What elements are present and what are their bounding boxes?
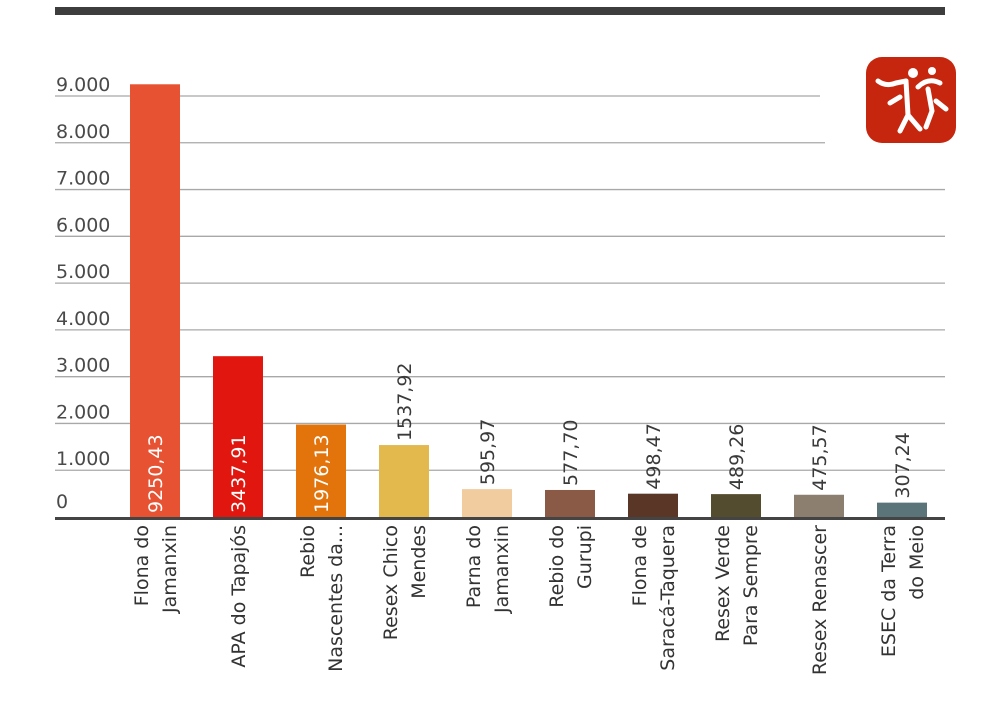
value-label: 3437,91 (228, 434, 250, 513)
y-tick-label: 9.000 (56, 74, 110, 96)
category-label: Rebio (297, 525, 319, 578)
gridlines (55, 95, 945, 471)
value-label: 489,26 (726, 424, 748, 490)
header-rule (55, 7, 945, 15)
category-label: Gurupi (574, 525, 596, 589)
value-label: 577,70 (560, 419, 582, 485)
bar (877, 502, 927, 517)
value-label: 595,97 (477, 419, 499, 485)
value-label: 1537,92 (394, 362, 416, 441)
category-label: Jamanxin (491, 525, 513, 614)
category-label: Jamanxin (159, 525, 181, 614)
y-tick-label: 5.000 (56, 261, 110, 283)
y-tick-label: 1.000 (56, 448, 110, 470)
y-tick-label: 7.000 (56, 168, 110, 190)
value-label: 498,47 (643, 423, 665, 489)
y-tick-label: 3.000 (56, 355, 110, 377)
category-label: Flona de (629, 525, 651, 606)
y-tick-label: 4.000 (56, 308, 110, 330)
bar (794, 494, 844, 517)
category-label: Parna do (463, 525, 485, 608)
category-label: do Meio (906, 525, 928, 600)
bar (379, 445, 429, 517)
category-label: Flona do (131, 525, 153, 606)
category-label: Mendes (408, 525, 430, 599)
bar (628, 493, 678, 517)
category-label: APA do Tapajós (228, 525, 250, 668)
y-tick-label: 6.000 (56, 214, 110, 236)
bar (130, 84, 180, 518)
category-label: Saracá-Taquera (657, 525, 679, 671)
bar (711, 494, 761, 517)
category-label: Resex Chico (380, 525, 402, 640)
category-label: Nascentes da... (325, 525, 347, 672)
y-axis-ticks: 0 1.000 2.000 3.000 4.000 5.000 6.000 7.000 8.00… (56, 74, 110, 513)
value-label: 307,24 (892, 432, 914, 498)
value-label: 9250,43 (145, 434, 167, 513)
y-tick-label: 2.000 (56, 401, 110, 423)
bar (213, 356, 263, 517)
logo-icon (866, 57, 956, 143)
y-tick-label: 0 (56, 491, 68, 513)
bars: 9250,43 3437,91 1976,13 1537,92 595,97 577,70… (130, 84, 927, 518)
category-label: Para Sempre (740, 525, 762, 646)
category-label: ESEC da Terra (878, 525, 900, 657)
bar (545, 489, 595, 517)
x-axis-labels: Flona do Jamanxin APA do Tapajós Rebio Nasce… (131, 525, 928, 675)
category-label: Resex Renascer (809, 525, 831, 675)
y-tick-label: 8.000 (56, 121, 110, 143)
bar (462, 489, 512, 517)
category-label: Resex Verde (712, 525, 734, 642)
value-label: 475,57 (809, 424, 831, 490)
bar (296, 424, 346, 517)
value-label: 1976,13 (311, 434, 333, 513)
category-label: Rebio do (546, 525, 568, 608)
